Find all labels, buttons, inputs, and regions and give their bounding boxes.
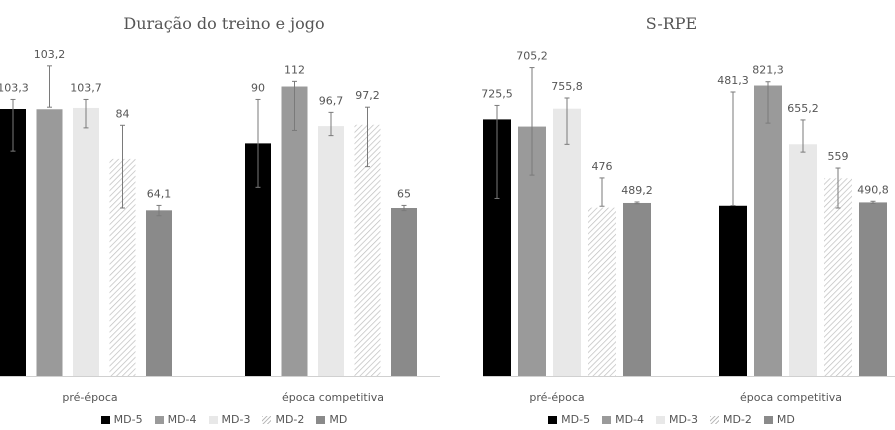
legend-swatch xyxy=(656,415,666,424)
legend-item-md: MD xyxy=(316,413,347,426)
legend-item-md4: MD-4 xyxy=(602,413,644,426)
data-label: 103,2 xyxy=(34,48,66,61)
legend-item-md2: MD-2 xyxy=(709,413,752,426)
data-label: 64,1 xyxy=(147,187,172,200)
data-label: 103,7 xyxy=(70,81,102,94)
data-label: 476 xyxy=(592,160,613,173)
legend-item-md4: MD-4 xyxy=(154,413,197,426)
data-label: 655,2 xyxy=(787,102,819,115)
data-label: 97,2 xyxy=(355,89,380,102)
legend-label: MD-2 xyxy=(275,413,305,426)
bar-md-4 xyxy=(281,86,308,377)
data-label: 489,2 xyxy=(621,184,653,197)
legend-swatch xyxy=(262,415,272,424)
chart-plot-area: pré-época época competitiva 725,5 481,3 705,… xyxy=(481,50,895,404)
chart-legend: MD-5 MD-4 MD-3 MD-2 MD xyxy=(448,413,895,426)
data-label: 755,8 xyxy=(551,80,583,93)
x-tick-label: pré-época xyxy=(62,391,117,404)
legend-item-md3: MD-3 xyxy=(208,413,251,426)
legend-label: MD-3 xyxy=(669,413,698,426)
data-label: 481,3 xyxy=(717,74,749,87)
bar-md-5 xyxy=(0,109,26,377)
x-tick-label: época competitiva xyxy=(282,391,384,404)
legend-item-md: MD xyxy=(763,413,795,426)
bar-md-4 xyxy=(36,109,63,376)
bar-md xyxy=(146,210,172,376)
legend-swatch xyxy=(208,415,218,424)
data-label: 112 xyxy=(284,63,305,76)
legend-label: MD xyxy=(329,413,348,426)
legend-label: MD-5 xyxy=(561,413,591,426)
legend-swatch xyxy=(548,415,558,424)
data-label: 65 xyxy=(397,187,411,200)
bar-md-3 xyxy=(73,107,99,376)
bar-md xyxy=(623,202,651,376)
bar-md-2 xyxy=(824,178,852,376)
chart-plot-area: pré-época época competitiva 103,3 90 103,2 11… xyxy=(0,48,440,404)
data-label: 725,5 xyxy=(481,87,513,100)
legend-swatch xyxy=(763,415,773,424)
legend-label: MD-4 xyxy=(615,413,645,426)
data-label: 705,2 xyxy=(516,50,548,63)
data-label: 559 xyxy=(828,150,849,163)
data-label: 103,3 xyxy=(0,81,29,94)
legend-label: MD xyxy=(776,413,795,426)
bar-md-4 xyxy=(754,85,782,376)
data-label: 84 xyxy=(116,107,130,120)
chart-legend: MD-5 MD-4 MD-3 MD-2 MD xyxy=(0,413,448,426)
legend-item-md3: MD-3 xyxy=(656,413,698,426)
legend-swatch xyxy=(709,415,719,424)
x-tick-label: pré-época xyxy=(529,391,584,404)
bar-md xyxy=(391,208,417,376)
bar-md xyxy=(859,202,887,376)
legend-label: MD-3 xyxy=(221,413,251,426)
legend-swatch xyxy=(316,415,326,424)
bar-md-5 xyxy=(719,205,747,376)
bar-md-3 xyxy=(789,144,817,376)
data-label: 490,8 xyxy=(857,183,889,196)
legend-item-md2: MD-2 xyxy=(262,413,304,426)
legend-label: MD-2 xyxy=(722,413,752,426)
data-label: 96,7 xyxy=(319,94,344,107)
legend-item-md5: MD-5 xyxy=(100,413,143,426)
legend-swatch xyxy=(100,415,110,424)
data-label: 90 xyxy=(251,81,265,94)
legend-label: MD-4 xyxy=(167,413,197,426)
x-tick-label: época competitiva xyxy=(740,391,842,404)
data-label: 821,3 xyxy=(752,64,784,77)
chart-srpe: S-RPE pré-época época competitiva 725,5 481… xyxy=(448,0,895,430)
legend-item-md5: MD-5 xyxy=(548,413,590,426)
chart-title: Duração do treino e jogo xyxy=(123,14,325,33)
legend-swatch xyxy=(602,415,612,424)
bar-md-3 xyxy=(553,108,581,376)
chart-title: S-RPE xyxy=(645,14,698,33)
bar-md-3 xyxy=(318,126,344,377)
legend-swatch xyxy=(154,415,164,424)
chart-duracao: Duração do treino e jogo pré-época época … xyxy=(0,14,448,426)
legend-label: MD-5 xyxy=(113,413,143,426)
bar-md-2 xyxy=(588,207,616,376)
